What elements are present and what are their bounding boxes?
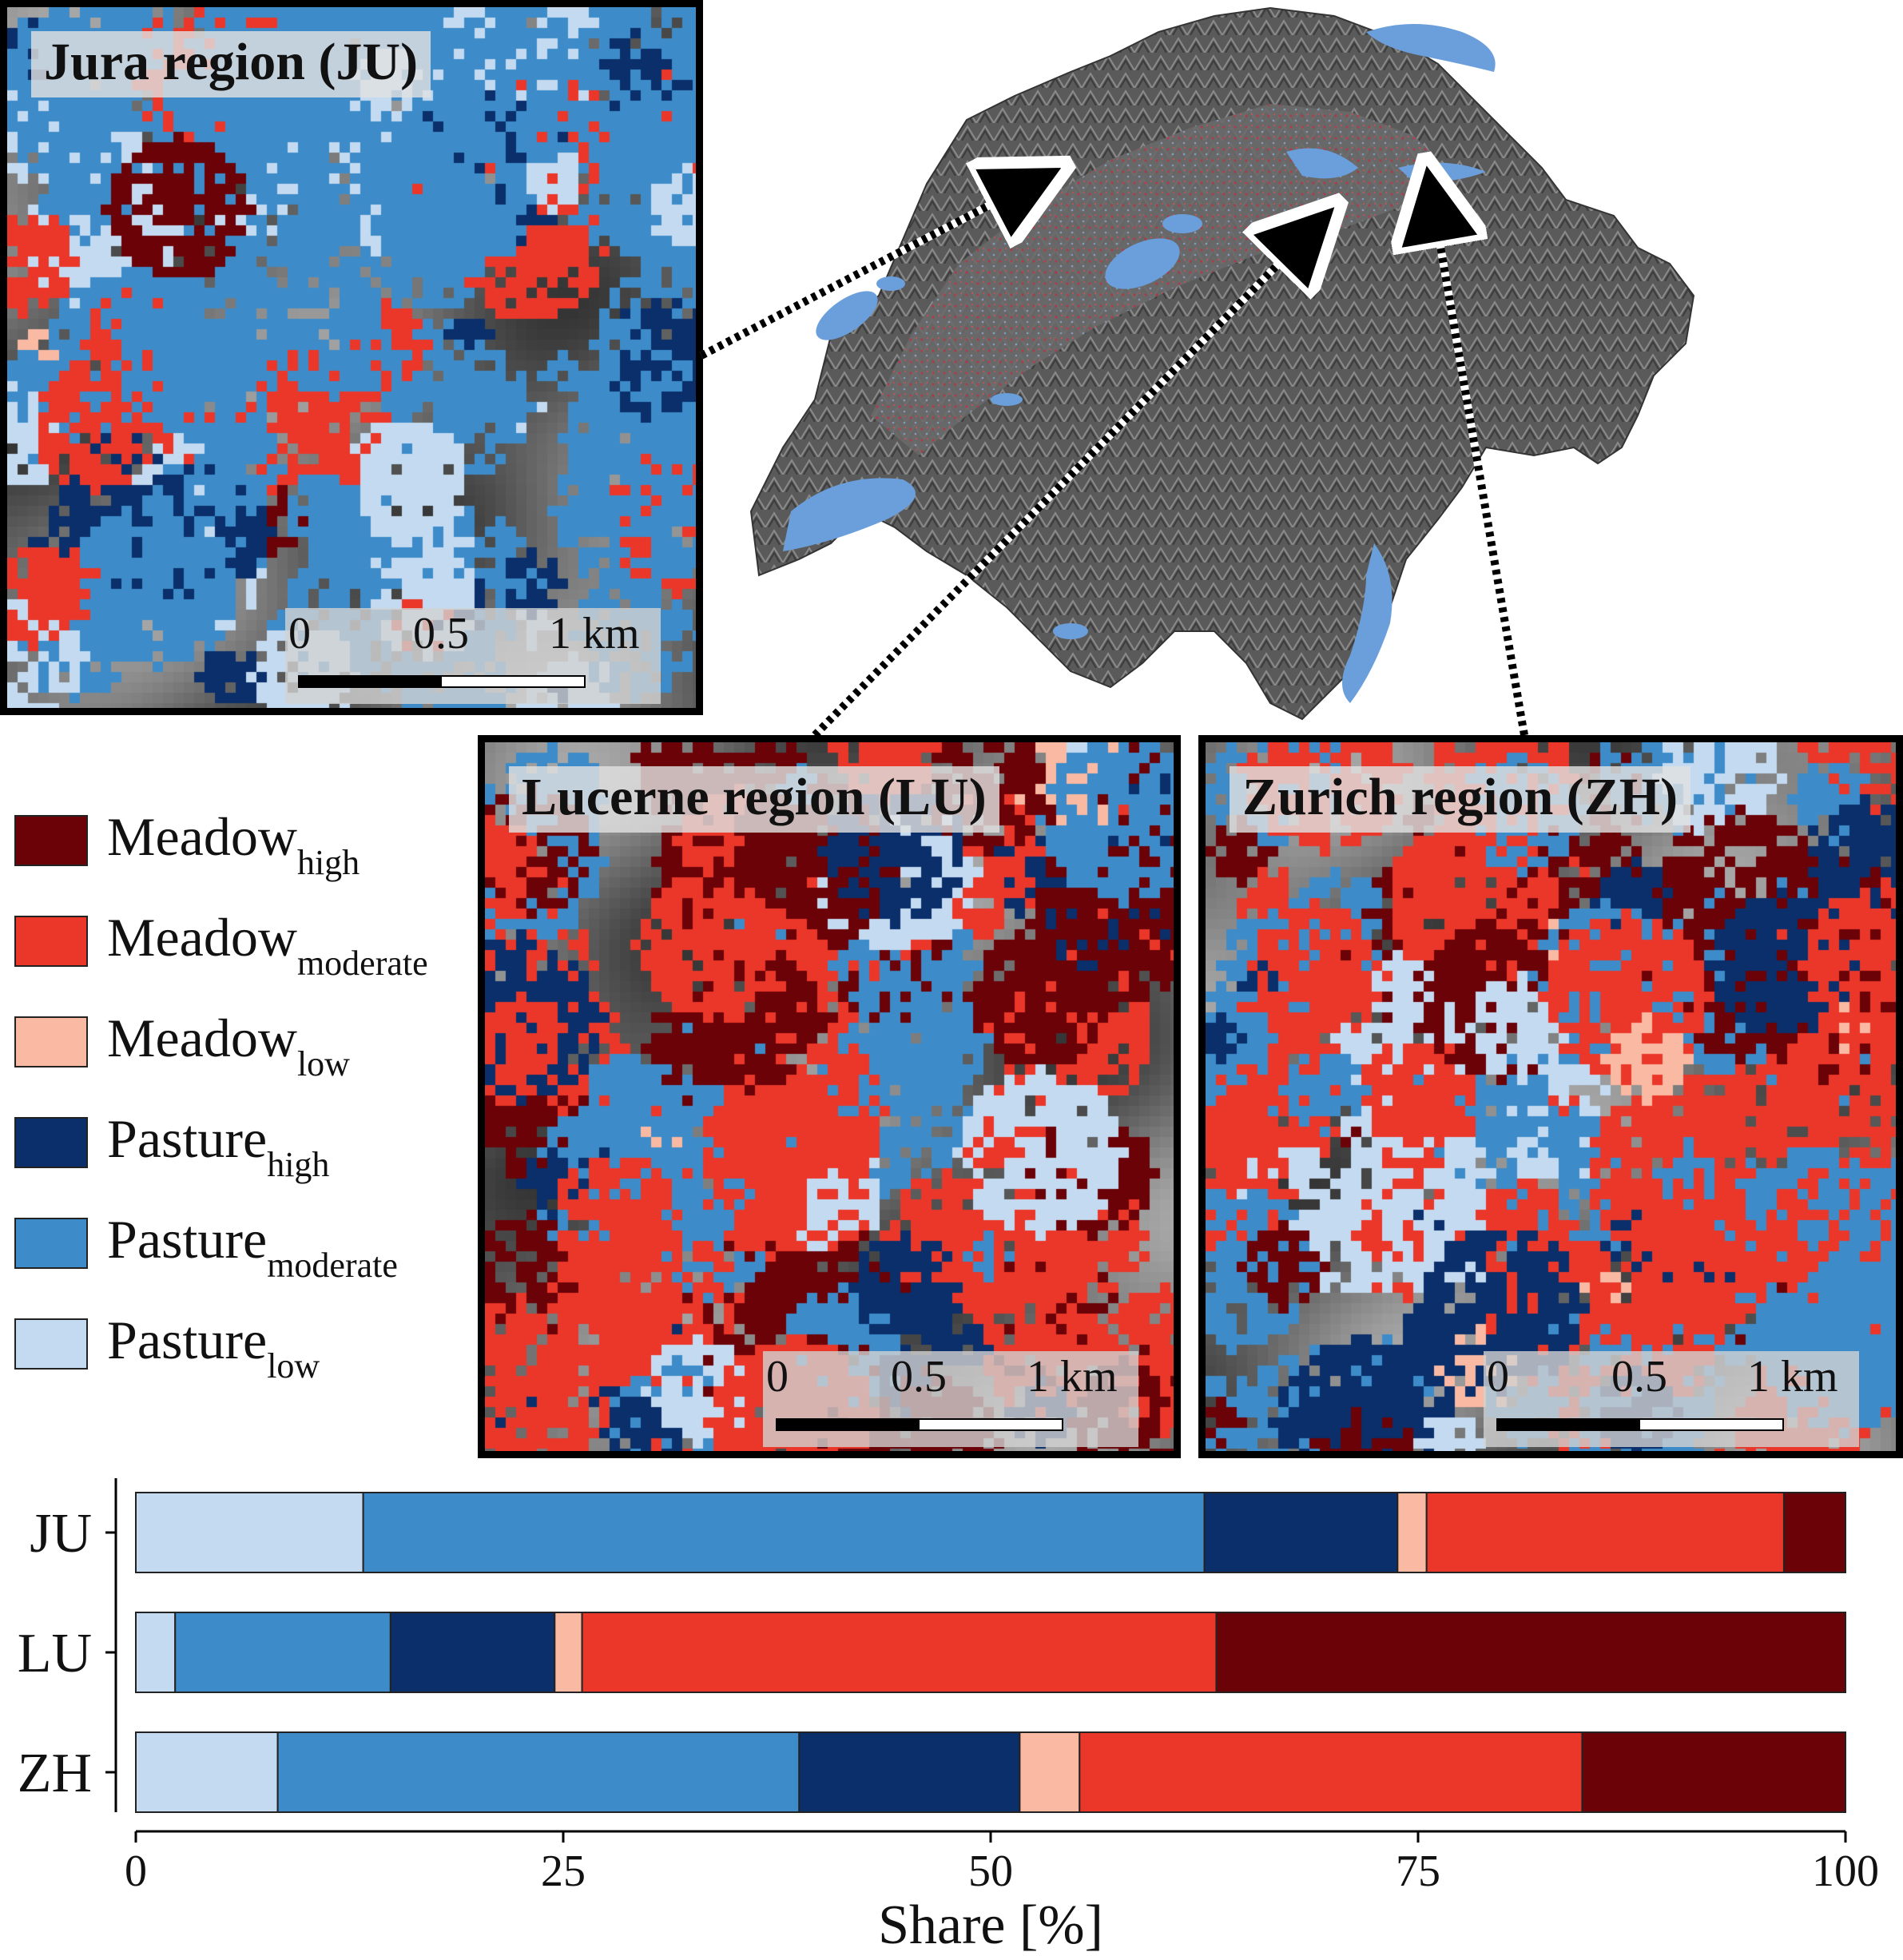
bar-segment-ju-meadow-low (1396, 1492, 1428, 1573)
legend-label: Meadowlow (107, 1008, 350, 1084)
legend-label: Pasturemoderate (107, 1209, 398, 1286)
scale-bar-zurich: 0 0.5 1 km (1484, 1351, 1859, 1447)
bar-segment-lu-pasture-low (135, 1612, 177, 1693)
legend-label: Pasturehigh (107, 1108, 330, 1185)
bar-segment-zh-meadow-high (1581, 1731, 1846, 1813)
inset-title-zurich: Zurich region (ZH) (1230, 766, 1691, 833)
switzerland-outline (749, 6, 1695, 721)
legend-item-meadow-low: Meadowlow (14, 1008, 478, 1096)
legend-item-meadow-moderate: Meadowmoderate (14, 907, 478, 996)
x-tick-label: 25 (541, 1847, 586, 1896)
scale-bar-jura: 0 0.5 1 km (285, 608, 661, 704)
x-axis-label: Share [%] (878, 1894, 1103, 1956)
legend-item-meadow-high: Meadowhigh (14, 806, 478, 895)
legend-swatch (14, 1318, 88, 1370)
scale-bar-graphic (776, 1418, 1063, 1431)
bar-segment-zh-meadow-low (1019, 1731, 1081, 1813)
legend-item-pasture-low: Pasturelow (14, 1310, 478, 1398)
bar-segment-lu-meadow-high (1215, 1612, 1846, 1693)
inset-title-jura: Jura region (JU) (31, 31, 431, 98)
x-tick-label: 50 (968, 1847, 1013, 1896)
bar-segment-zh-meadow-moderate (1079, 1731, 1583, 1813)
bar-segment-ju-meadow-high (1782, 1492, 1846, 1573)
legend-swatch (14, 815, 88, 866)
scale-tick-half: 0.5 (891, 1352, 947, 1401)
y-tick-label-ju: JU (30, 1503, 92, 1564)
legend-swatch (14, 1218, 88, 1269)
legend-label: Pasturelow (107, 1310, 320, 1386)
scale-bar-graphic (298, 675, 586, 688)
bar-segment-zh-pasture-moderate (276, 1731, 801, 1813)
bar-segment-ju-pasture-moderate (362, 1492, 1206, 1573)
legend-swatch (14, 916, 88, 967)
share-bar-chart: JU LU ZH 0 25 50 75 100 Share [%] (0, 1462, 1903, 1956)
scale-tick-0: 0 (766, 1352, 789, 1401)
inset-title-lucerne: Lucerne region (LU) (509, 766, 999, 833)
land-use-raster-jura (7, 7, 696, 708)
x-tick-label: 0 (125, 1847, 147, 1896)
bar-segment-ju-pasture-low (135, 1492, 364, 1573)
x-tick-label: 100 (1812, 1847, 1879, 1896)
inset-location-arrows (699, 184, 1528, 738)
scale-bar-graphic (1496, 1418, 1784, 1431)
bar-segment-lu-pasture-high (389, 1612, 556, 1693)
scale-tick-1km: 1 km (1027, 1352, 1118, 1401)
bar-segment-zh-pasture-low (135, 1731, 279, 1813)
bar-segment-lu-meadow-low (554, 1612, 583, 1693)
scale-tick-half: 0.5 (413, 609, 469, 658)
bar-segment-ju-pasture-high (1203, 1492, 1399, 1573)
bar-segment-zh-pasture-high (798, 1731, 1021, 1813)
inset-map-zurich: Zurich region (ZH) 0 0.5 1 km (1198, 735, 1903, 1458)
legend-swatch (14, 1016, 88, 1067)
scale-tick-half: 0.5 (1611, 1352, 1667, 1401)
land-use-raster-lucerne (485, 742, 1174, 1451)
scale-tick-1km: 1 km (549, 609, 640, 658)
bar-segment-lu-pasture-moderate (174, 1612, 391, 1693)
inset-map-lucerne: Lucerne region (LU) 0 0.5 1 km (478, 735, 1181, 1458)
inset-map-jura: Jura region (JU) 0 0.5 1 km (0, 0, 703, 715)
y-tick-label-zh: ZH (18, 1743, 92, 1804)
legend-item-pasture-high: Pasturehigh (14, 1108, 478, 1197)
scale-tick-0: 0 (288, 609, 311, 658)
switzerland-overview-map (695, 0, 1903, 738)
scale-tick-1km: 1 km (1747, 1352, 1838, 1401)
y-tick-label-lu: LU (18, 1623, 92, 1684)
legend-label: Meadowmoderate (107, 907, 428, 984)
bar-segment-ju-meadow-moderate (1425, 1492, 1785, 1573)
legend-item-pasture-moderate: Pasturemoderate (14, 1209, 478, 1298)
land-use-raster-zurich (1206, 742, 1896, 1451)
bar-segment-lu-meadow-moderate (581, 1612, 1218, 1693)
x-tick-label: 75 (1396, 1847, 1440, 1896)
scale-tick-0: 0 (1487, 1352, 1509, 1401)
share-chart-svg: JU LU ZH 0 25 50 75 100 Share [%] (18, 1478, 1879, 1956)
legend-swatch (14, 1117, 88, 1168)
scale-bar-lucerne: 0 0.5 1 km (763, 1351, 1138, 1447)
legend-label: Meadowhigh (107, 806, 360, 883)
